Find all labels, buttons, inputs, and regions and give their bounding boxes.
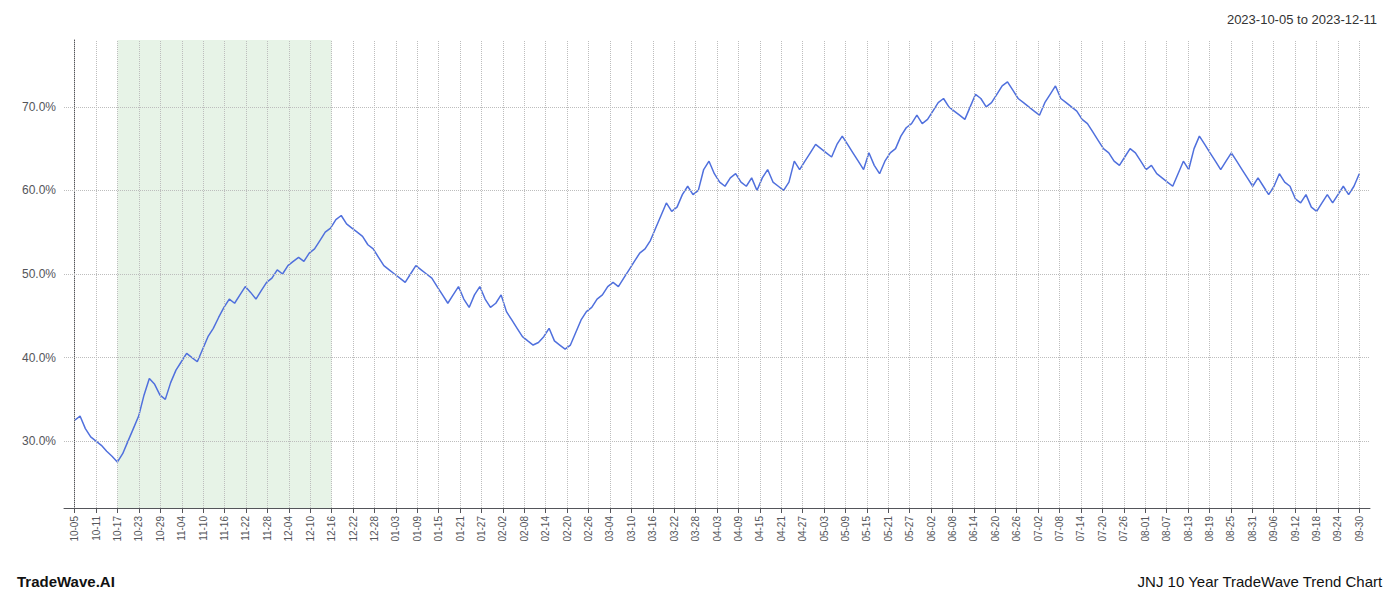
svg-text:08-31: 08-31	[1247, 516, 1258, 542]
svg-text:09-12: 09-12	[1290, 516, 1301, 542]
svg-text:07-20: 07-20	[1097, 516, 1108, 542]
svg-text:10-29: 10-29	[155, 516, 166, 542]
svg-text:02-08: 02-08	[519, 516, 530, 542]
svg-text:70.0%: 70.0%	[22, 100, 56, 114]
svg-text:12-28: 12-28	[369, 516, 380, 542]
svg-text:60.0%: 60.0%	[22, 183, 56, 197]
svg-text:03-28: 03-28	[690, 516, 701, 542]
svg-text:05-27: 05-27	[904, 516, 915, 542]
svg-text:08-25: 08-25	[1225, 516, 1236, 542]
svg-text:10-17: 10-17	[112, 516, 123, 542]
svg-text:11-22: 11-22	[240, 516, 251, 541]
svg-text:TradeWave.AI: TradeWave.AI	[17, 573, 115, 590]
svg-text:JNJ 10 Year TradeWave Trend Ch: JNJ 10 Year TradeWave Trend Chart	[1138, 573, 1383, 590]
svg-text:2023-10-05 to 2023-12-11: 2023-10-05 to 2023-12-11	[1227, 12, 1377, 27]
svg-text:04-15: 04-15	[754, 516, 765, 542]
svg-text:50.0%: 50.0%	[22, 267, 56, 281]
svg-text:07-08: 07-08	[1054, 516, 1065, 542]
svg-text:05-21: 05-21	[883, 516, 894, 542]
svg-text:06-08: 06-08	[947, 516, 958, 542]
svg-text:09-06: 09-06	[1268, 516, 1279, 542]
svg-text:04-09: 04-09	[733, 516, 744, 542]
svg-text:09-24: 09-24	[1332, 516, 1343, 542]
svg-text:05-15: 05-15	[861, 516, 872, 542]
svg-text:03-22: 03-22	[669, 516, 680, 542]
svg-text:12-10: 12-10	[305, 516, 316, 542]
svg-text:30.0%: 30.0%	[22, 434, 56, 448]
svg-text:04-03: 04-03	[712, 516, 723, 542]
svg-text:06-02: 06-02	[926, 516, 937, 542]
svg-text:10-11: 10-11	[91, 516, 102, 541]
svg-text:08-07: 08-07	[1161, 516, 1172, 542]
svg-text:08-19: 08-19	[1204, 516, 1215, 542]
svg-text:01-09: 01-09	[412, 516, 423, 542]
svg-text:10-23: 10-23	[133, 516, 144, 542]
svg-text:11-16: 11-16	[219, 516, 230, 541]
svg-text:06-26: 06-26	[1011, 516, 1022, 542]
svg-text:12-22: 12-22	[348, 516, 359, 542]
svg-text:10-05: 10-05	[69, 516, 80, 542]
svg-text:06-20: 06-20	[990, 516, 1001, 542]
svg-text:06-14: 06-14	[968, 516, 979, 542]
svg-text:01-27: 01-27	[476, 516, 487, 542]
svg-text:02-20: 02-20	[562, 516, 573, 542]
svg-text:05-09: 05-09	[840, 516, 851, 542]
svg-text:11-28: 11-28	[262, 516, 273, 541]
svg-text:09-30: 09-30	[1354, 516, 1365, 542]
svg-text:08-01: 08-01	[1140, 516, 1151, 542]
svg-text:11-04: 11-04	[176, 516, 187, 541]
svg-text:04-27: 04-27	[797, 516, 808, 542]
svg-text:12-04: 12-04	[283, 516, 294, 542]
svg-text:08-13: 08-13	[1183, 516, 1194, 542]
svg-text:05-03: 05-03	[819, 516, 830, 542]
svg-text:07-14: 07-14	[1075, 516, 1086, 542]
svg-text:01-21: 01-21	[455, 516, 466, 542]
svg-text:03-16: 03-16	[647, 516, 658, 542]
svg-text:09-18: 09-18	[1311, 516, 1322, 542]
svg-text:01-15: 01-15	[433, 516, 444, 542]
svg-text:40.0%: 40.0%	[22, 351, 56, 365]
svg-text:02-26: 02-26	[583, 516, 594, 542]
svg-text:04-21: 04-21	[776, 516, 787, 542]
svg-text:02-14: 02-14	[540, 516, 551, 542]
svg-text:07-02: 07-02	[1033, 516, 1044, 542]
svg-text:12-16: 12-16	[326, 516, 337, 542]
svg-text:07-26: 07-26	[1118, 516, 1129, 542]
svg-text:03-10: 03-10	[626, 516, 637, 542]
svg-text:01-03: 01-03	[390, 516, 401, 542]
svg-text:11-10: 11-10	[198, 516, 209, 541]
svg-text:03-04: 03-04	[604, 516, 615, 542]
svg-text:02-02: 02-02	[497, 516, 508, 542]
